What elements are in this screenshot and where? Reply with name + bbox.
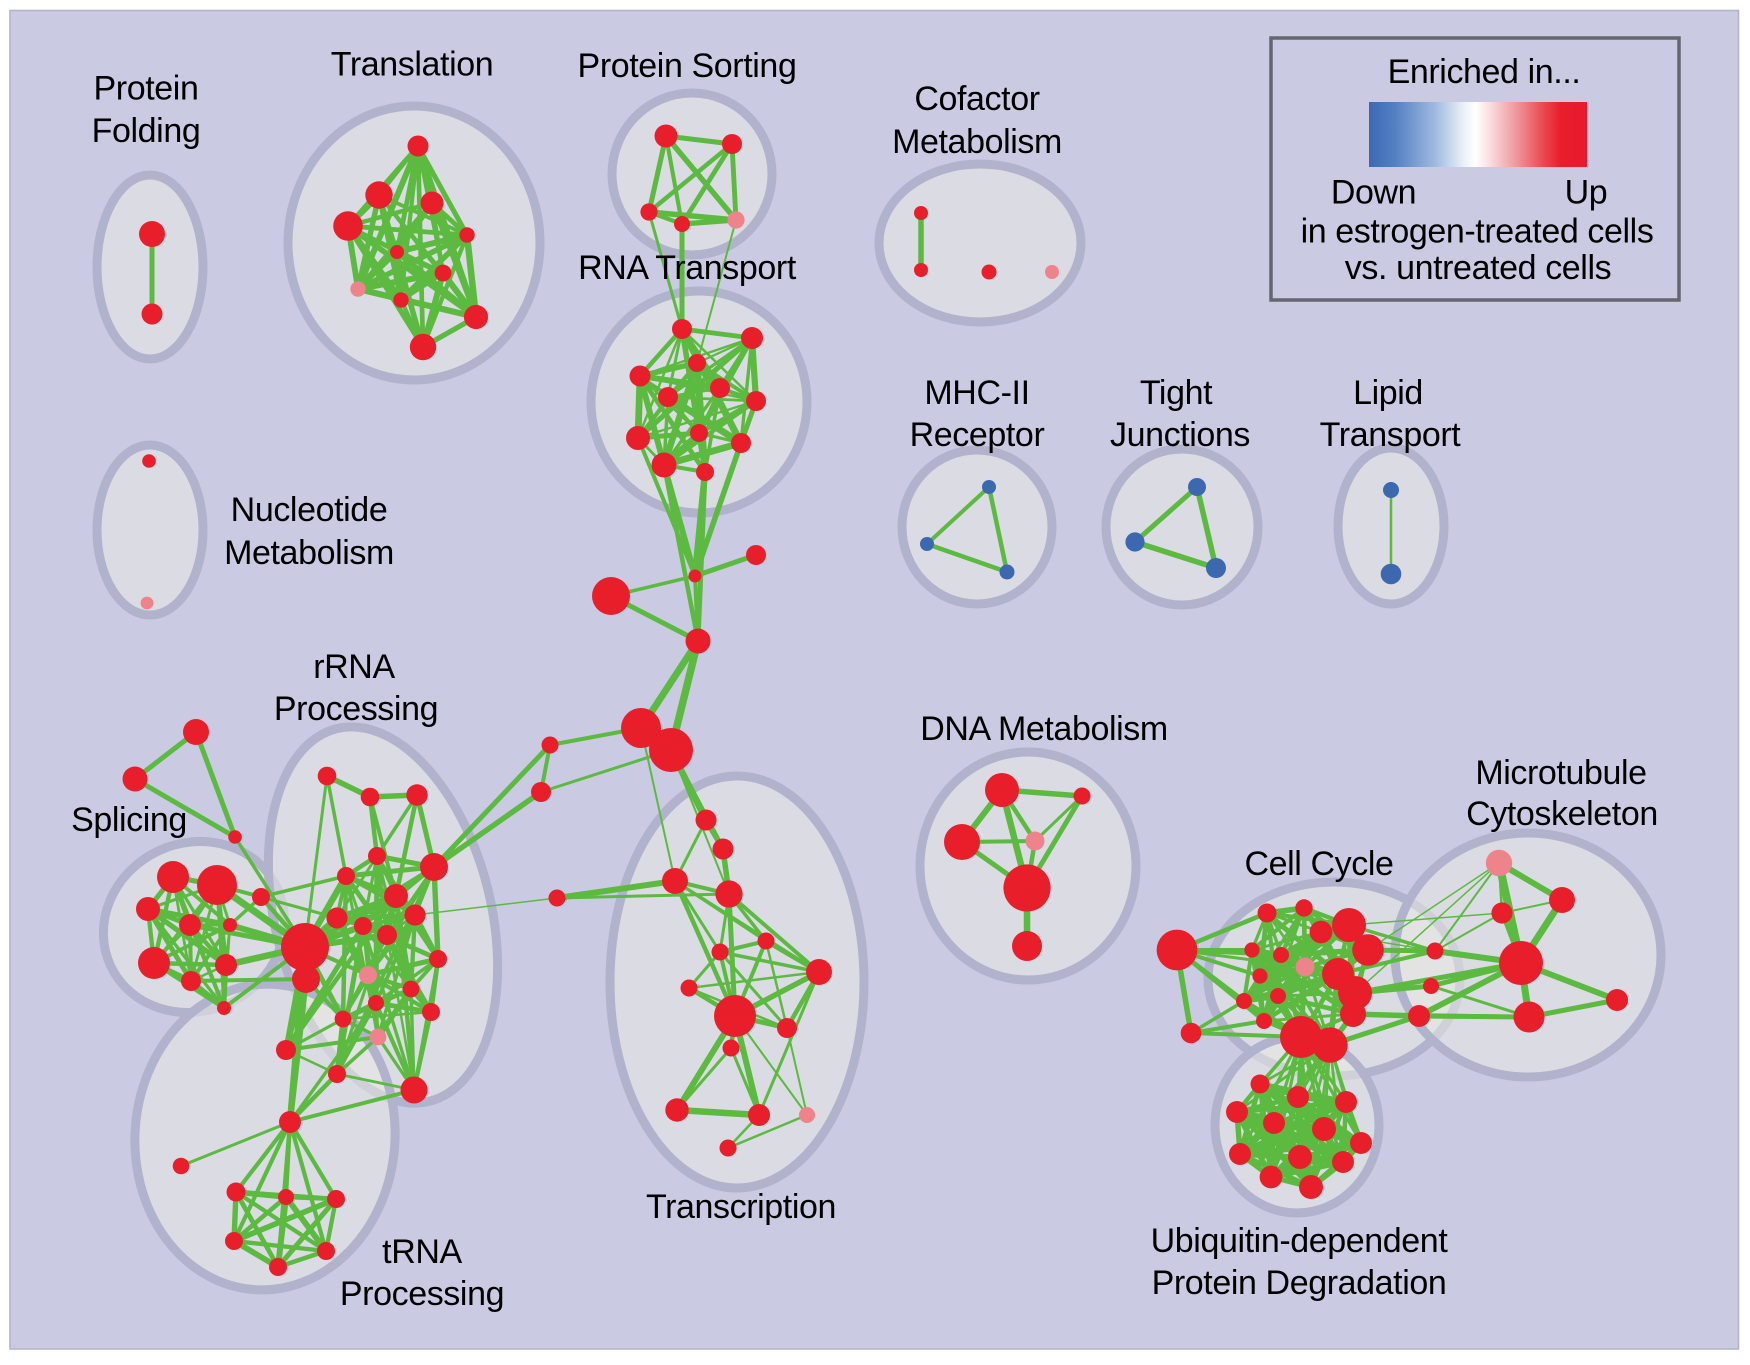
- svg-text:Lipid: Lipid: [1353, 374, 1423, 412]
- svg-text:Down: Down: [1331, 174, 1416, 212]
- svg-text:Metabolism: Metabolism: [892, 123, 1062, 161]
- svg-text:Transcription: Transcription: [646, 1188, 836, 1226]
- svg-text:Up: Up: [1565, 174, 1608, 212]
- svg-text:Folding: Folding: [92, 112, 201, 150]
- svg-text:in estrogen-treated cells: in estrogen-treated cells: [1301, 213, 1654, 251]
- svg-text:vs. untreated cells: vs. untreated cells: [1345, 249, 1611, 287]
- svg-text:Nucleotide: Nucleotide: [231, 491, 388, 529]
- svg-text:Receptor: Receptor: [910, 416, 1045, 454]
- svg-text:Protein Sorting: Protein Sorting: [578, 47, 797, 85]
- svg-text:DNA Metabolism: DNA Metabolism: [920, 710, 1168, 748]
- svg-text:Junctions: Junctions: [1110, 416, 1250, 454]
- svg-text:Protein: Protein: [94, 70, 199, 108]
- svg-text:tRNA: tRNA: [382, 1233, 462, 1271]
- svg-text:Cofactor: Cofactor: [914, 80, 1039, 118]
- svg-text:rRNA: rRNA: [313, 648, 395, 686]
- svg-text:MHC-II: MHC-II: [924, 374, 1029, 412]
- svg-text:Protein Degradation: Protein Degradation: [1152, 1264, 1447, 1302]
- svg-text:Transport: Transport: [1320, 416, 1462, 454]
- svg-text:Splicing: Splicing: [71, 801, 187, 839]
- svg-text:Metabolism: Metabolism: [224, 534, 394, 572]
- svg-text:Translation: Translation: [331, 46, 494, 84]
- svg-text:Tight: Tight: [1140, 374, 1213, 412]
- svg-text:RNA Transport: RNA Transport: [578, 249, 797, 287]
- svg-text:Ubiquitin-dependent: Ubiquitin-dependent: [1151, 1222, 1449, 1260]
- svg-text:Enriched in...: Enriched in...: [1388, 53, 1581, 91]
- svg-text:Processing: Processing: [274, 690, 438, 728]
- svg-text:Cell Cycle: Cell Cycle: [1244, 845, 1393, 883]
- svg-text:Microtubule: Microtubule: [1475, 754, 1646, 792]
- svg-text:Processing: Processing: [340, 1275, 504, 1313]
- svg-text:Cytoskeleton: Cytoskeleton: [1466, 795, 1658, 833]
